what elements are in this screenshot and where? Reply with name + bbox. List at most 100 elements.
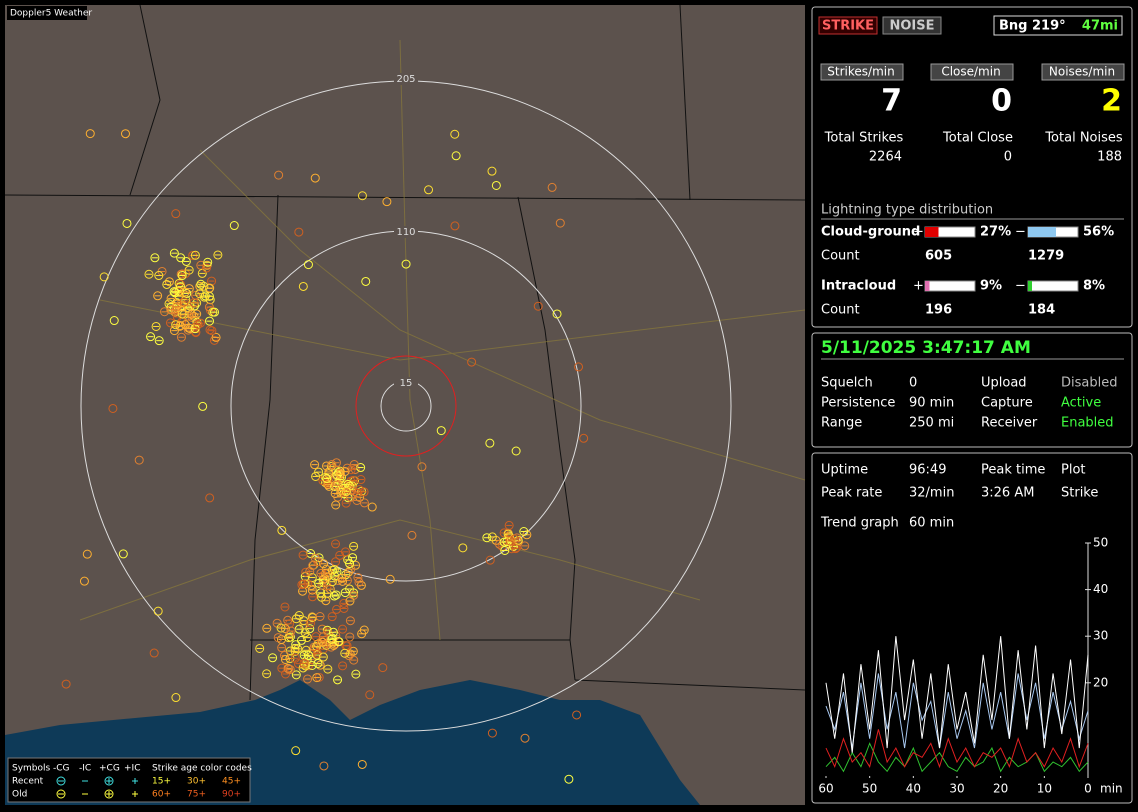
setting-text: Squelch [821, 376, 873, 391]
strike-symbol [276, 623, 286, 633]
strike-symbol [303, 260, 313, 270]
strike-symbol [195, 289, 205, 299]
strike-symbol [500, 546, 510, 556]
distribution-label: Intracloud [821, 279, 896, 294]
rate-value: 0 [991, 84, 1012, 119]
strike-symbol [153, 606, 163, 616]
strike-symbol [171, 693, 181, 703]
strike-symbol [572, 710, 582, 720]
total-label: Total Strikes [824, 131, 904, 146]
strike-symbol [345, 559, 355, 569]
stat-text: Peak time [981, 463, 1045, 478]
strike-symbol [99, 272, 109, 282]
trend-line [825, 729, 1089, 769]
setting-text: Enabled [1061, 416, 1114, 431]
strike-symbol [176, 253, 186, 263]
strike-symbol [300, 628, 310, 638]
strike-symbol [192, 317, 202, 327]
distribution-pct: 8% [1083, 279, 1105, 294]
y-tick-label: 30 [1093, 629, 1108, 643]
strike-symbol [467, 357, 477, 367]
strike-symbol [277, 525, 287, 535]
strike-symbol [280, 654, 290, 664]
noise-button[interactable] [882, 16, 942, 35]
strike-symbol [189, 298, 199, 308]
count-value: 1279 [1028, 249, 1064, 264]
strike-symbol [346, 564, 356, 574]
setting-text: Disabled [1061, 376, 1117, 391]
legend-column: +CG [99, 764, 120, 774]
strike-symbol [203, 257, 213, 267]
total-value: 0 [1004, 150, 1012, 165]
noise-button-label: NOISE [889, 19, 934, 34]
legend-column: -IC [79, 764, 91, 774]
rate-label-bg [1041, 63, 1125, 81]
strike-symbol [346, 492, 356, 502]
strike-symbol [177, 306, 187, 316]
strike-symbol [382, 197, 392, 207]
strike-symbol [175, 282, 185, 292]
strike-symbol [294, 611, 304, 621]
strike-symbol [154, 271, 164, 281]
strike-symbol [322, 473, 332, 483]
strike-symbol [331, 500, 341, 510]
strike-symbol [172, 299, 182, 309]
state-borders [4, 4, 806, 701]
strike-symbol [511, 544, 521, 554]
strike-symbol [202, 263, 212, 273]
strike-symbol [175, 320, 185, 330]
strike-symbol [385, 574, 395, 584]
strike-symbol [503, 529, 513, 539]
strike-symbol [356, 580, 366, 590]
strike-symbol [79, 576, 89, 586]
distribution-bar [925, 227, 939, 237]
setting-text: Range [821, 416, 862, 431]
strike-symbol [318, 652, 328, 662]
map-panel: Doppler5 Weather [4, 4, 806, 805]
strike-symbol [318, 632, 328, 642]
strike-symbol [378, 663, 388, 673]
strike-symbol [327, 460, 337, 470]
strike-symbol [357, 191, 367, 201]
strike-symbol [187, 309, 197, 319]
range-label: 205 [396, 74, 415, 85]
strike-symbol [205, 316, 215, 326]
legend-age-code: 15+ [152, 777, 171, 787]
count-value: 184 [1028, 303, 1055, 318]
strike-symbol [357, 629, 367, 639]
x-tick-label: 60 [818, 782, 833, 796]
strike-symbol [299, 658, 309, 668]
strike-symbol [154, 336, 164, 346]
strike-symbol [361, 276, 371, 286]
stats-panel [811, 452, 1133, 804]
strike-symbol [338, 661, 348, 671]
x-unit: min [1100, 782, 1123, 796]
strike-symbol [511, 446, 521, 456]
strike-symbol [281, 669, 291, 679]
strike-symbol [262, 623, 272, 633]
stat-text: 32/min [909, 486, 954, 501]
setting-text: Active [1061, 396, 1101, 411]
strike-symbol [307, 573, 317, 583]
stat-text: 3:26 AM [981, 486, 1034, 501]
strike-symbol [485, 438, 495, 448]
setting-text: Receiver [981, 416, 1038, 431]
strike-symbol [205, 325, 215, 335]
stat-text: Peak rate [821, 486, 882, 501]
legend-age-code: 90+ [222, 790, 241, 800]
strike-symbol [522, 530, 532, 540]
strike-symbol [349, 655, 359, 665]
strike-symbol [417, 462, 427, 472]
strike-symbol [303, 674, 313, 684]
x-tick-label: 20 [993, 782, 1008, 796]
stat-text: Uptime [821, 463, 868, 478]
strike-symbol [330, 488, 340, 498]
strike-symbol [298, 550, 308, 560]
strike-symbol [198, 401, 208, 411]
strike-button[interactable] [818, 16, 878, 35]
trend-value: 60 min [909, 516, 954, 531]
rate-label-bg [930, 63, 1014, 81]
strike-symbol [505, 536, 515, 546]
status-panel [811, 6, 1133, 328]
strike-symbol [184, 304, 194, 314]
